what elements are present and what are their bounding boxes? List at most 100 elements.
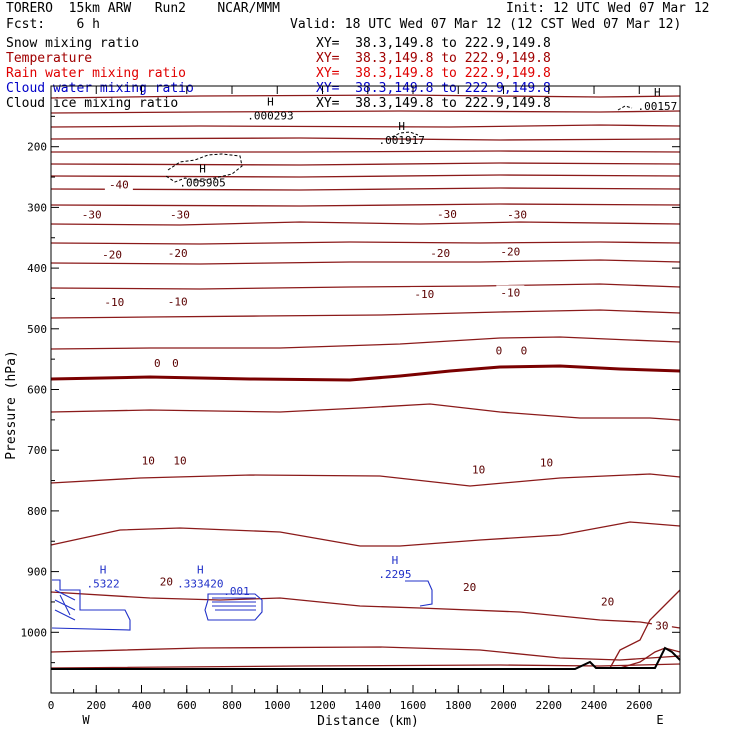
cloud-water-contour <box>51 579 131 631</box>
temperature-label-bg <box>156 574 177 588</box>
temperature-label-bg <box>169 453 190 467</box>
cloud-water-contour <box>212 597 256 611</box>
temperature-label: 10 <box>540 456 553 469</box>
isotherm-line <box>50 521 681 547</box>
x-tick-label: 1400 <box>355 699 382 712</box>
temperature-label: 0 <box>496 345 503 358</box>
field-xy-rain: XY= 38.3,149.8 to 222.9,149.8 <box>316 66 551 81</box>
x-tick-label: 2400 <box>581 699 608 712</box>
x-tick-label: 1000 <box>264 699 291 712</box>
isotherm-line <box>619 647 681 669</box>
isotherm-line <box>51 150 681 153</box>
maximum-marker: H <box>654 86 661 99</box>
temperature-label: 20 <box>601 595 614 608</box>
temperature-label: 10 <box>472 464 485 477</box>
temperature-label-bg <box>468 462 489 476</box>
x-tick-label: 200 <box>86 699 106 712</box>
cloud-water-contour <box>204 593 263 621</box>
y-tick-label: 600 <box>27 384 47 397</box>
temperature-label-bg <box>432 207 461 221</box>
temperature-label: -10 <box>104 296 124 309</box>
y-tick-label: 700 <box>27 444 47 457</box>
x-tick-label: 1200 <box>309 699 336 712</box>
maximum-marker: H <box>392 554 399 567</box>
isotherm-line <box>50 94 681 99</box>
plot-border <box>50 85 681 694</box>
temperature-label: 10 <box>142 455 155 468</box>
temperature-label: -20 <box>430 247 450 260</box>
maximum-value: .00157 <box>637 100 677 113</box>
maximum-value: .001917 <box>379 134 425 147</box>
x-end-label-east: E <box>656 713 663 727</box>
temperature-label: -20 <box>102 249 122 262</box>
field-name-cloud-ice: Cloud ice mixing ratio <box>6 96 179 111</box>
isotherm-line <box>50 336 681 350</box>
isotherm-line <box>50 259 681 265</box>
temperature-label: -30 <box>170 209 190 222</box>
isotherm-line <box>50 110 681 114</box>
terrain-line <box>51 646 681 670</box>
maximum-marker: H <box>197 563 204 576</box>
temperature-label: -20 <box>168 247 188 260</box>
field-name-cloud-water: Cloud water mixing ratio <box>6 81 194 96</box>
cloud-water-contour <box>405 580 433 607</box>
temperature-label-bg <box>138 453 159 467</box>
temperature-label: -30 <box>82 209 102 222</box>
snow-contour <box>617 105 633 111</box>
isotherm-line <box>50 473 681 487</box>
maximum-value: .5322 <box>86 577 119 590</box>
maximum-value: .000293 <box>247 109 293 122</box>
y-tick-label: 500 <box>27 323 47 336</box>
field-name-snow: Snow mixing ratio <box>6 36 140 51</box>
isotherm-line <box>50 203 681 207</box>
y-tick-label: 200 <box>27 141 47 154</box>
temperature-label: -10 <box>414 288 434 301</box>
temperature-label: -30 <box>507 209 527 222</box>
temperature-label-bg <box>459 579 480 593</box>
x-end-label-west: W <box>82 713 90 727</box>
temperature-label-bg <box>517 343 530 357</box>
temperature-label-bg <box>426 245 455 259</box>
x-tick-label: 2200 <box>536 699 563 712</box>
isotherm-line <box>50 283 681 290</box>
temperature-label-bg <box>496 244 525 258</box>
temperature-label: 20 <box>160 575 173 588</box>
temperature-label-bg <box>104 177 133 191</box>
ground-surface-line <box>51 646 681 670</box>
isotherm-line <box>50 646 681 661</box>
maximum-value: .005905 <box>179 176 225 189</box>
isotherm-line <box>50 124 681 128</box>
isotherm-line <box>50 309 681 319</box>
y-tick-label: 1000 <box>21 626 48 639</box>
x-tick-label: 600 <box>177 699 197 712</box>
x-tick-label: 800 <box>222 699 242 712</box>
temperature-label: -40 <box>109 178 129 191</box>
field-xy-temperature: XY= 38.3,149.8 to 222.9,149.8 <box>316 51 551 66</box>
isotherm-line <box>50 221 681 226</box>
temperature-label: -10 <box>500 286 520 299</box>
hydrometeor-contours <box>51 105 633 631</box>
maximum-value: .333420 <box>177 577 223 590</box>
isotherm-line <box>50 174 681 178</box>
y-tick-label: 800 <box>27 505 47 518</box>
temperature-label: 0 <box>154 357 161 370</box>
freezing-level-line <box>50 364 681 382</box>
temperature-label-bg <box>503 207 532 221</box>
x-tick-label: 1600 <box>400 699 427 712</box>
x-tick-label: 0 <box>48 699 55 712</box>
field-xy-snow: XY= 38.3,149.8 to 222.9,149.8 <box>316 36 551 51</box>
temperature-label: 10 <box>173 455 186 468</box>
temperature-contours <box>50 94 681 669</box>
cloud-water-contour <box>54 589 76 621</box>
temperature-label-bg <box>98 247 127 261</box>
plot-frame <box>50 85 681 694</box>
temperature-label: 30 <box>655 620 668 633</box>
x-tick-label: 2000 <box>490 699 517 712</box>
temperature-label: 0 <box>172 357 179 370</box>
isotherm-line <box>609 589 681 669</box>
contour-labels: -40 -30 -30 -30 -30 -20 -20 -20 -20 -10 -10 -10 -10 0… <box>77 86 677 633</box>
maximum-marker: H <box>100 563 107 576</box>
temperature-label-bg <box>77 207 106 221</box>
x-tick-label: 1800 <box>445 699 472 712</box>
x-tick-label: 2600 <box>626 699 653 712</box>
